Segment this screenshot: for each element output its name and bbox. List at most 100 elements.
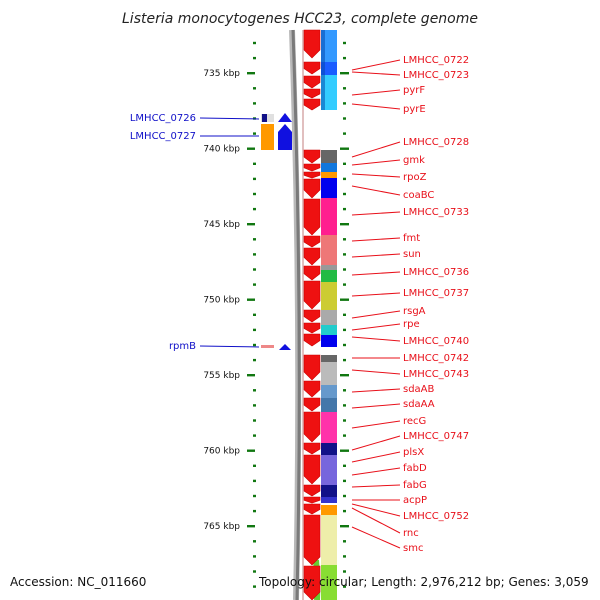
gene-label-right: recG bbox=[403, 416, 426, 427]
feature-bar-21 bbox=[321, 443, 337, 455]
right-tick bbox=[343, 509, 346, 513]
forward-gene-23 bbox=[303, 454, 321, 485]
right-tick bbox=[343, 555, 346, 558]
tick-label: 735 kbp bbox=[203, 69, 240, 79]
forward-gene-12 bbox=[303, 247, 321, 266]
left-tick bbox=[253, 207, 256, 211]
gene-label-right: rsgA bbox=[403, 306, 426, 317]
left-tick bbox=[253, 509, 256, 513]
forward-gene-9 bbox=[303, 178, 321, 199]
label-leader-right bbox=[351, 435, 401, 451]
right-tick bbox=[343, 177, 346, 181]
feature-bar-13 bbox=[321, 310, 337, 325]
feature-bar-24 bbox=[321, 497, 337, 503]
left-tick bbox=[253, 419, 256, 422]
forward-track-edge bbox=[302, 30, 304, 600]
feature-bar-22 bbox=[321, 455, 337, 485]
right-tick bbox=[343, 313, 346, 316]
forward-gene-3 bbox=[303, 75, 321, 89]
feature-bar-6 bbox=[321, 172, 337, 178]
right-tick bbox=[343, 343, 346, 347]
left-tick bbox=[247, 449, 255, 452]
right-tick bbox=[343, 87, 346, 90]
right-tick bbox=[343, 494, 346, 498]
feature-bar-shade bbox=[321, 30, 325, 110]
feature-bar-5 bbox=[321, 163, 337, 172]
gene-label-right: coaBC bbox=[403, 190, 434, 201]
label-leader-right bbox=[351, 420, 401, 429]
right-tick bbox=[343, 132, 346, 135]
tick-label: 755 kbp bbox=[203, 371, 240, 381]
gene-label-right: smc bbox=[403, 543, 423, 554]
map-title: Listeria monocytogenes HCC23, complete g… bbox=[122, 11, 478, 27]
forward-gene-2 bbox=[303, 61, 321, 75]
label-leader-right bbox=[351, 141, 401, 158]
gene-label-right: LMHCC_0737 bbox=[403, 288, 469, 299]
right-tick bbox=[343, 207, 346, 211]
tick-label: 740 kbp bbox=[203, 145, 240, 155]
feature-bar-25 bbox=[321, 505, 337, 515]
forward-gene-16 bbox=[303, 322, 321, 334]
gene-labels-left: LMHCC_0726 LMHCC_0727 rpmB bbox=[130, 113, 260, 352]
forward-gene-13 bbox=[303, 265, 321, 281]
label-leader-right bbox=[351, 173, 401, 178]
right-tick bbox=[343, 540, 346, 543]
label-leader-right bbox=[351, 211, 401, 216]
right-tick bbox=[340, 449, 349, 452]
forward-gene-4 bbox=[303, 88, 321, 99]
right-tick bbox=[343, 41, 346, 45]
forward-gene-14 bbox=[303, 280, 321, 310]
right-tick bbox=[343, 102, 346, 105]
label-leader-right bbox=[351, 71, 401, 76]
reverse-gene-0726-dark bbox=[262, 114, 267, 122]
right-tick bbox=[343, 479, 346, 483]
gene-label-right: rpe bbox=[403, 319, 420, 330]
left-tick bbox=[253, 238, 256, 241]
forward-gene-8 bbox=[303, 171, 321, 179]
tick-label: 760 kbp bbox=[203, 447, 240, 457]
gene-label-right: rnc bbox=[403, 528, 419, 539]
reverse-gene-rpmB-bar bbox=[261, 345, 274, 348]
reverse-gene-0727-bar bbox=[261, 124, 274, 150]
left-tick bbox=[253, 540, 256, 543]
label-leader-right bbox=[351, 323, 401, 331]
gene-label-right: acpP bbox=[403, 495, 427, 506]
right-tick bbox=[343, 464, 346, 467]
left-tick bbox=[253, 434, 256, 437]
forward-gene-26 bbox=[303, 503, 321, 515]
forward-gene-11 bbox=[303, 235, 321, 248]
label-leader-right bbox=[351, 503, 401, 517]
left-tick bbox=[253, 494, 256, 498]
forward-gene-7 bbox=[303, 163, 321, 172]
forward-gene-22 bbox=[303, 442, 321, 455]
label-leader-right bbox=[351, 336, 401, 342]
right-tick bbox=[343, 434, 346, 437]
feature-bar-23 bbox=[321, 485, 337, 497]
reverse-gene-rpmB-arrow bbox=[279, 344, 291, 350]
left-tick bbox=[247, 525, 255, 528]
feature-bar-14 bbox=[321, 325, 337, 335]
feature-bar-18 bbox=[321, 385, 337, 398]
feature-bar-4 bbox=[321, 150, 337, 163]
topology-text: Topology: circular; Length: 2,976,212 bp… bbox=[258, 575, 589, 589]
label-leader-left bbox=[199, 117, 260, 120]
forward-gene-17 bbox=[303, 333, 321, 347]
feature-bar-19 bbox=[321, 398, 337, 412]
left-tick bbox=[253, 56, 256, 60]
right-tick bbox=[343, 117, 346, 120]
forward-gene-6 bbox=[303, 149, 321, 164]
gene-label-right: pyrF bbox=[403, 85, 425, 96]
tick-label: 750 kbp bbox=[203, 296, 240, 306]
forward-gene-25 bbox=[303, 496, 321, 504]
gene-label-right: LMHCC_0733 bbox=[403, 207, 469, 218]
label-leader-right bbox=[351, 237, 401, 242]
label-leader-right bbox=[351, 507, 401, 534]
feature-bar-10 bbox=[321, 265, 337, 270]
label-leader-left bbox=[199, 345, 260, 348]
forward-gene-28 bbox=[303, 565, 321, 600]
left-tick bbox=[253, 479, 256, 483]
forward-gene-15 bbox=[303, 309, 321, 323]
label-leader-right bbox=[351, 467, 401, 476]
